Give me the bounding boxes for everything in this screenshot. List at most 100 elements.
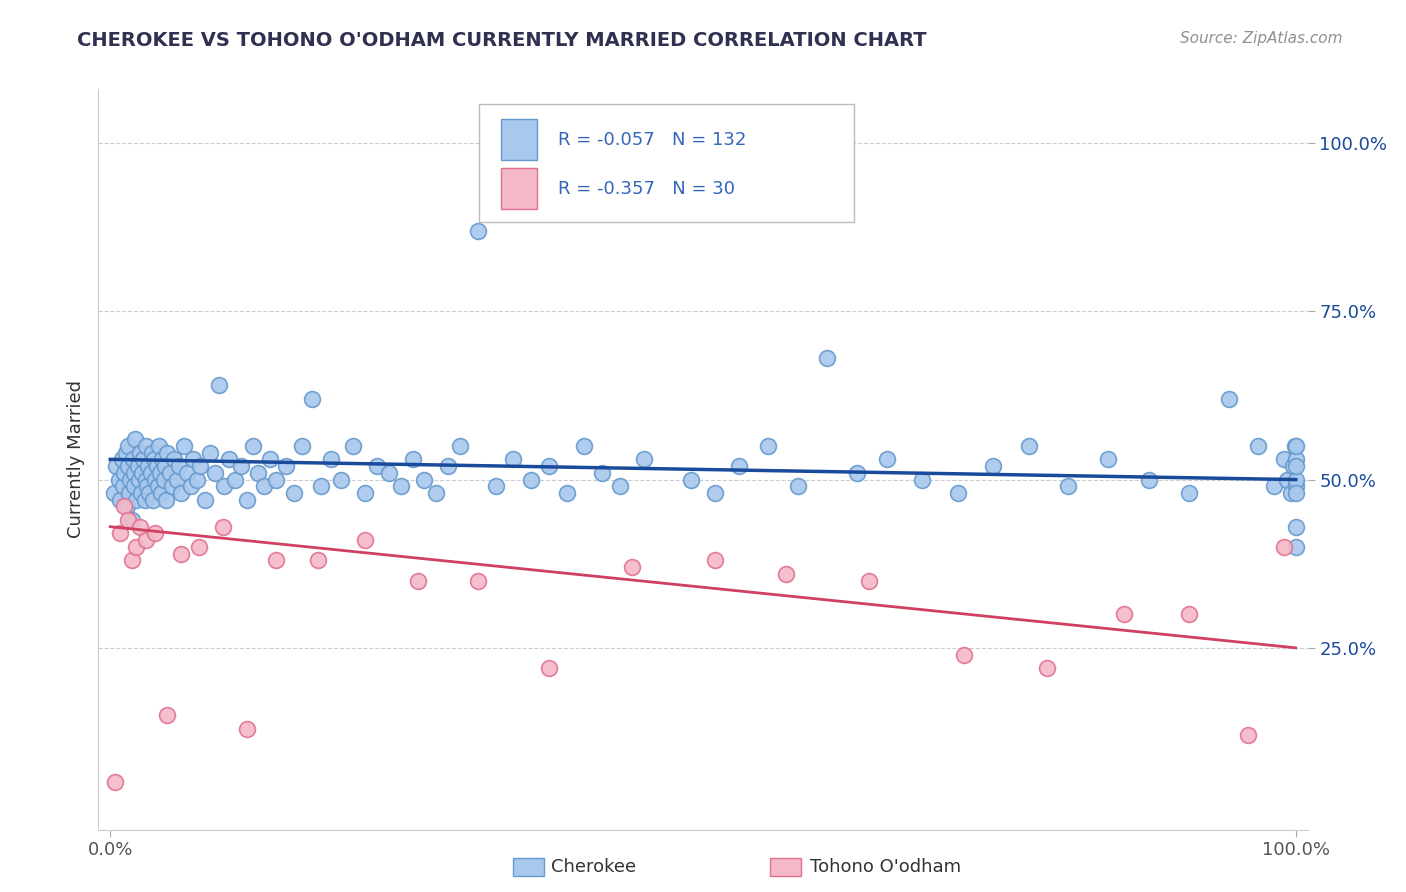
Point — [121, 452, 143, 467]
Point — [117, 439, 139, 453]
Point — [118, 486, 141, 500]
Point — [817, 351, 839, 366]
Text: R = -0.057   N = 132: R = -0.057 N = 132 — [558, 130, 747, 149]
Point — [163, 452, 186, 467]
Point — [401, 452, 423, 467]
Point — [142, 492, 165, 507]
Point — [301, 392, 323, 406]
Point — [264, 473, 287, 487]
Point — [127, 459, 149, 474]
Point — [134, 492, 156, 507]
Point — [149, 466, 172, 480]
Point — [132, 452, 155, 467]
Point — [389, 479, 412, 493]
Point — [212, 519, 235, 533]
Point — [173, 439, 195, 453]
Point — [952, 648, 974, 662]
Text: Source: ZipAtlas.com: Source: ZipAtlas.com — [1180, 31, 1343, 46]
Point — [574, 439, 596, 453]
Point — [1018, 439, 1040, 453]
Point — [703, 553, 725, 567]
Point — [129, 445, 152, 459]
Point — [846, 466, 869, 480]
Point — [484, 479, 506, 493]
Point — [229, 459, 252, 474]
Text: R = -0.357   N = 30: R = -0.357 N = 30 — [558, 180, 735, 198]
Point — [1285, 473, 1308, 487]
Point — [756, 439, 779, 453]
Point — [703, 486, 725, 500]
Point — [283, 486, 305, 500]
Point — [1137, 473, 1160, 487]
Point — [170, 486, 193, 500]
Point — [657, 190, 679, 204]
Point — [152, 473, 174, 487]
Point — [180, 479, 202, 493]
Point — [135, 533, 157, 548]
Point — [188, 540, 211, 554]
Point — [150, 486, 173, 500]
Point — [1285, 452, 1308, 467]
Point — [876, 452, 898, 467]
Point — [156, 445, 179, 459]
Point — [190, 459, 212, 474]
Point — [681, 473, 703, 487]
Point — [274, 459, 297, 474]
Point — [1178, 607, 1201, 622]
Point — [1272, 452, 1295, 467]
Point — [117, 459, 139, 474]
Text: Cherokee: Cherokee — [551, 858, 637, 876]
Point — [786, 479, 808, 493]
Point — [1057, 479, 1080, 493]
Point — [114, 445, 136, 459]
Point — [291, 439, 314, 453]
Point — [139, 466, 162, 480]
Point — [354, 486, 377, 500]
Point — [1285, 439, 1308, 453]
Point — [408, 574, 430, 588]
Point — [537, 661, 560, 675]
Point — [148, 439, 170, 453]
Point — [141, 445, 163, 459]
Point — [633, 452, 655, 467]
Point — [1036, 661, 1059, 675]
Point — [218, 452, 240, 467]
Point — [114, 500, 136, 514]
Point — [378, 466, 401, 480]
Point — [108, 492, 131, 507]
Point — [425, 486, 447, 500]
Point — [156, 708, 179, 723]
Point — [330, 473, 353, 487]
Y-axis label: Currently Married: Currently Married — [66, 380, 84, 539]
Point — [1277, 473, 1299, 487]
FancyBboxPatch shape — [501, 169, 537, 209]
Point — [194, 492, 217, 507]
Point — [121, 553, 143, 567]
Point — [198, 445, 221, 459]
Point — [117, 513, 139, 527]
Point — [1178, 486, 1201, 500]
Point — [1247, 439, 1270, 453]
Point — [159, 466, 181, 480]
Point — [307, 553, 329, 567]
Point — [537, 459, 560, 474]
Point — [858, 574, 880, 588]
Point — [1285, 479, 1308, 493]
Point — [186, 473, 208, 487]
Point — [176, 466, 198, 480]
Point — [1284, 439, 1306, 453]
Point — [235, 492, 257, 507]
Point — [253, 479, 276, 493]
Point — [366, 459, 388, 474]
Point — [1218, 392, 1240, 406]
Point — [103, 486, 125, 500]
Point — [143, 452, 166, 467]
Point — [105, 459, 128, 474]
Point — [555, 486, 578, 500]
Point — [170, 547, 193, 561]
Point — [108, 526, 131, 541]
Point — [354, 533, 377, 548]
Point — [1279, 486, 1302, 500]
Point — [155, 492, 177, 507]
Point — [342, 439, 364, 453]
